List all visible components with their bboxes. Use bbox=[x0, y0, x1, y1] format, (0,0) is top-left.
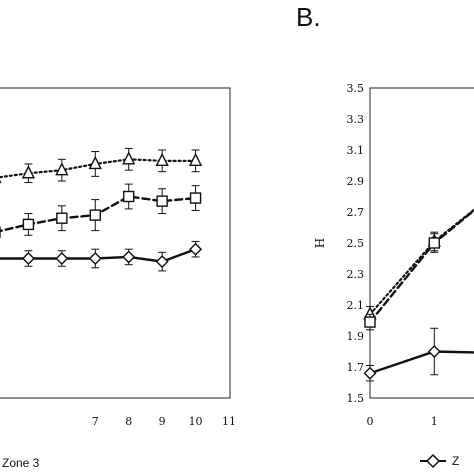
legend-right: Z bbox=[420, 453, 459, 469]
panel-a-zone-3-point bbox=[55, 252, 69, 265]
panel-b-zone-2-line bbox=[368, 208, 474, 324]
panel-b-zone-3-point bbox=[363, 366, 377, 380]
panel-a-zone-2-point bbox=[56, 212, 68, 224]
panel-a-x-tick-label: 11 bbox=[222, 415, 236, 428]
panel-a-plot-frame bbox=[0, 87, 231, 399]
panel-a-zone-1-point bbox=[155, 152, 169, 167]
panel-b-y-tick-label: 2.3 bbox=[347, 268, 365, 281]
panel-a-zone-2-point bbox=[189, 192, 202, 204]
panel-a-zone-3-point bbox=[21, 252, 35, 265]
panel-b-y-tick-label: 1.5 bbox=[347, 392, 365, 405]
panel-b-marks bbox=[363, 208, 474, 382]
legend-left-label: Zone 3 bbox=[2, 456, 40, 470]
legend-right-diamond-marker bbox=[425, 453, 441, 469]
panel-a-zone-2-point bbox=[89, 209, 101, 221]
panel-a-x-tick-label: 7 bbox=[92, 415, 99, 428]
panel-b-zone-1-line bbox=[368, 208, 474, 316]
legend-left: Zone 3 bbox=[2, 456, 40, 470]
legend-right-label: Z bbox=[452, 454, 459, 468]
panel-a-zone-2-point bbox=[123, 190, 135, 203]
panel-a-zone-2-point bbox=[156, 195, 168, 207]
panel-a-zone-3-point bbox=[155, 255, 169, 269]
panel-a-zone-3-point bbox=[189, 242, 203, 256]
panel-a-zone-3-point bbox=[88, 252, 102, 265]
panel-a-zone-1-point bbox=[88, 155, 102, 170]
panel-a-zone-3-point bbox=[122, 250, 136, 264]
panel-b-y-tick-label: 3.3 bbox=[347, 113, 365, 126]
panel-b-y-tick-label: 3.5 bbox=[347, 82, 365, 95]
panel-b-y-tick-label: 1.7 bbox=[347, 361, 365, 374]
panel-b-zone-3-point bbox=[427, 345, 441, 358]
panel-a-x-axis: 7 8 9 10 11 bbox=[92, 415, 236, 428]
panel-b-plot-frame bbox=[369, 87, 474, 399]
panel-b-y-tick-label: 2.5 bbox=[347, 237, 365, 250]
panel-b-x-tick-label: 0 bbox=[367, 415, 374, 428]
panel-b-y-tick-label: 3.1 bbox=[347, 144, 365, 157]
panel-a-zone-1-point bbox=[122, 151, 136, 165]
panel-b-axes: 0123.53.33.12.92.72.52.32.11.91.71.5 bbox=[347, 82, 438, 428]
panel-a-marks bbox=[0, 147, 203, 272]
panel-b-zone-2-point bbox=[428, 237, 440, 249]
panel-b-y-tick-label: 2.7 bbox=[347, 206, 365, 219]
panel-b-y-tick-label: 1.9 bbox=[347, 330, 365, 343]
panel-a-zone-1-point bbox=[55, 162, 69, 176]
panel-b-zone-2-point bbox=[364, 316, 376, 328]
panel-b-title: B. bbox=[296, 2, 321, 32]
panel-a-zone-1-point bbox=[21, 165, 36, 179]
panel-a-x-tick-label: 8 bbox=[125, 415, 132, 428]
panel-a-zone-2-point bbox=[22, 218, 35, 231]
panel-b-zone-3-line bbox=[368, 350, 474, 375]
panel-b-x-tick-label: 1 bbox=[431, 415, 438, 428]
panel-b-y-tick-label: 2.1 bbox=[347, 299, 365, 312]
panel-b-y-axis-label: H bbox=[313, 238, 327, 248]
panel-a-zone-1-point bbox=[188, 152, 203, 167]
panel-a-x-tick-label: 9 bbox=[159, 415, 166, 428]
panel-a-x-tick-label: 10 bbox=[189, 415, 203, 428]
panel-b-y-tick-label: 2.9 bbox=[347, 175, 365, 188]
